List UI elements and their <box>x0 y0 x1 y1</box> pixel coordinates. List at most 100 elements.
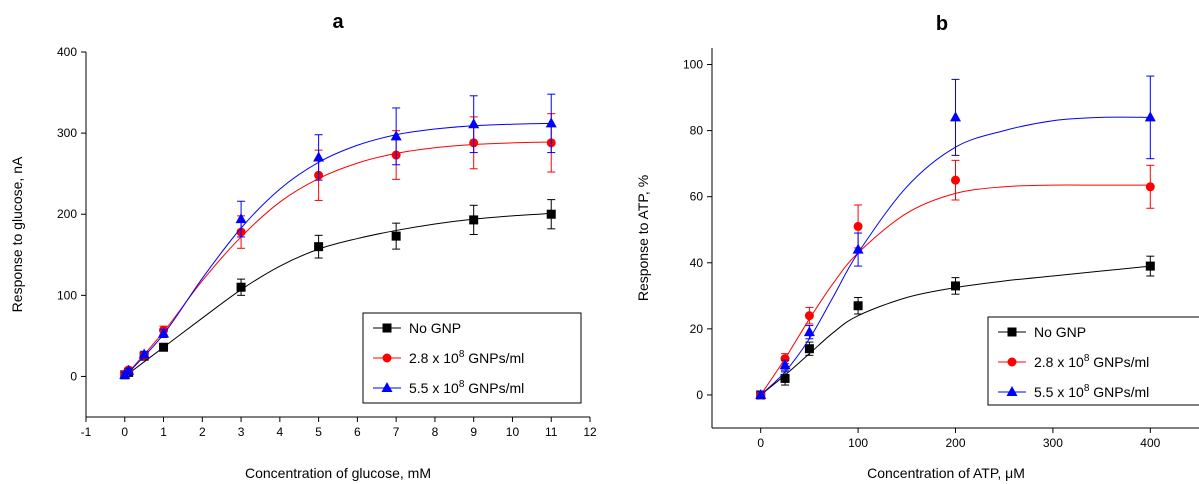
legend-label-text: 2.8 x 10 <box>409 350 459 366</box>
legend-label-superscript: 8 <box>1084 383 1090 394</box>
data-point <box>803 326 815 337</box>
x-tick-label: 10 <box>506 425 520 439</box>
data-point <box>159 342 169 352</box>
x-tick-label: 11 <box>545 425 558 439</box>
data-point <box>1145 261 1155 271</box>
legend-marker <box>382 323 392 333</box>
y-axis-label: Response to glucose, nA <box>9 156 25 312</box>
x-tick-label: 0 <box>121 425 128 439</box>
y-tick-label: 0 <box>696 388 703 402</box>
y-tick-label: 80 <box>690 124 704 138</box>
y-tick-label: 100 <box>57 288 77 302</box>
legend-label: 2.8 x 108 GNPs/ml <box>409 349 524 366</box>
legend-label: No GNP <box>409 320 461 336</box>
y-tick-label: 40 <box>690 256 704 270</box>
legend-label-superscript: 8 <box>459 349 465 360</box>
legend-label-text: 5.5 x 10 <box>1034 384 1084 400</box>
legend-item: No GNP <box>373 320 461 336</box>
data-point <box>755 388 767 399</box>
y-tick-label: 400 <box>57 45 77 59</box>
data-point <box>123 364 135 375</box>
data-point <box>313 151 325 162</box>
legend-label-suffix: GNPs/ml <box>1089 354 1149 370</box>
data-point <box>235 213 247 224</box>
data-point <box>236 282 246 292</box>
data-point <box>804 344 814 354</box>
data-point <box>779 359 791 370</box>
chart-panel-a: a-1 0 1 2 3 4 5 6 7 8 9 10 11 120100200300400Concentr… <box>9 11 597 481</box>
data-point <box>1144 111 1156 122</box>
data-point <box>468 118 480 129</box>
x-tick-label: 400 <box>1140 436 1160 450</box>
legend-label: 5.5 x 108 GNPs/ml <box>1034 383 1149 400</box>
x-tick-label: 12 <box>583 425 597 439</box>
series-2 <box>119 93 557 379</box>
legend-label-superscript: 8 <box>1084 353 1090 364</box>
x-axis-label: Concentration of glucose, mM <box>245 465 431 481</box>
legend-label-text: 2.8 x 10 <box>1034 354 1084 370</box>
x-tick-label: 300 <box>1043 436 1063 450</box>
legend-item: 5.5 x 108 GNPs/ml <box>998 383 1149 400</box>
legend-label-text: 5.5 x 10 <box>409 380 459 396</box>
y-tick-label: 100 <box>683 58 703 72</box>
data-point <box>853 221 863 231</box>
data-point <box>852 243 864 254</box>
x-tick-label: 100 <box>848 436 868 450</box>
series-1 <box>756 159 1155 400</box>
legend-label: 2.8 x 108 GNPs/ml <box>1034 353 1149 370</box>
data-point <box>1145 182 1155 192</box>
legend-label-suffix: GNPs/ml <box>1089 384 1149 400</box>
x-tick-label: 7 <box>393 425 400 439</box>
y-tick-label: 200 <box>57 207 77 221</box>
series-2 <box>755 75 1156 399</box>
data-point <box>391 231 401 241</box>
legend-item: 5.5 x 108 GNPs/ml <box>373 379 524 396</box>
x-tick-label: 8 <box>432 425 439 439</box>
y-axis-label: Response to ATP, % <box>635 175 651 301</box>
data-point <box>951 281 960 291</box>
y-tick-label: 60 <box>690 190 704 204</box>
legend-marker <box>382 353 392 363</box>
data-point <box>546 209 556 219</box>
legend-marker <box>1007 327 1017 337</box>
y-tick-label: 20 <box>690 322 704 336</box>
legend-label-text: No GNP <box>1034 324 1086 340</box>
x-tick-label: 9 <box>470 425 477 439</box>
data-point <box>950 111 961 122</box>
x-tick-label: 200 <box>945 436 965 450</box>
legend-label: 5.5 x 108 GNPs/ml <box>409 379 524 396</box>
data-point <box>158 327 170 338</box>
y-tick-label: 300 <box>57 126 77 140</box>
series-line <box>760 184 1151 396</box>
data-point <box>390 130 402 141</box>
x-tick-label: 1 <box>160 425 167 439</box>
data-point <box>138 348 150 359</box>
x-tick-label: 6 <box>354 425 361 439</box>
series-line <box>760 265 1151 396</box>
y-tick-label: 0 <box>70 369 77 383</box>
x-tick-label: 0 <box>757 436 764 450</box>
data-point <box>314 242 324 252</box>
data-point <box>780 373 790 383</box>
legend-label: No GNP <box>1034 324 1086 340</box>
series-line <box>760 116 1151 396</box>
legend-label-text: No GNP <box>409 320 461 336</box>
legend-item: No GNP <box>998 324 1086 340</box>
data-point <box>853 301 863 311</box>
x-tick-label: 2 <box>199 425 206 439</box>
data-point <box>469 215 479 225</box>
x-axis-label: Concentration of ATP, μM <box>867 465 1025 481</box>
data-point <box>804 311 814 321</box>
chart-title: b <box>936 13 948 35</box>
legend-label-superscript: 8 <box>459 379 465 390</box>
legend-label-suffix: GNPs/ml <box>464 350 524 366</box>
legend-marker <box>1006 386 1018 396</box>
chart-panel-b: b 0 100 200 300 400 0 20 40 60 80 100 Concentration … <box>635 13 1199 481</box>
x-tick-label: 4 <box>277 425 284 439</box>
data-point <box>545 117 557 128</box>
legend-label-suffix: GNPs/ml <box>464 380 524 396</box>
legend-item: 2.8 x 108 GNPs/ml <box>373 349 524 366</box>
